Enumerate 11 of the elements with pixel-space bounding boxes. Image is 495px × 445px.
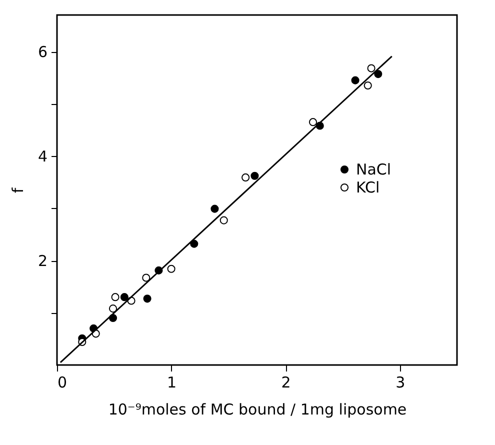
x-tick-label: 3 [396, 374, 406, 392]
y-tick-label: 2 [38, 252, 48, 270]
x-tick-label: 1 [167, 374, 177, 392]
x-tick-label: 0 [58, 374, 68, 392]
y-tick-label: 4 [38, 148, 48, 166]
legend-label: KCl [356, 178, 380, 196]
legend-label: NaCl [356, 160, 392, 178]
y-tick-label: 6 [38, 43, 48, 62]
x-axis-title: 10⁻⁹moles of MC bound / 1mg liposome [108, 400, 407, 418]
y-axis-title: f [8, 187, 27, 194]
x-tick-label: 2 [281, 374, 291, 392]
